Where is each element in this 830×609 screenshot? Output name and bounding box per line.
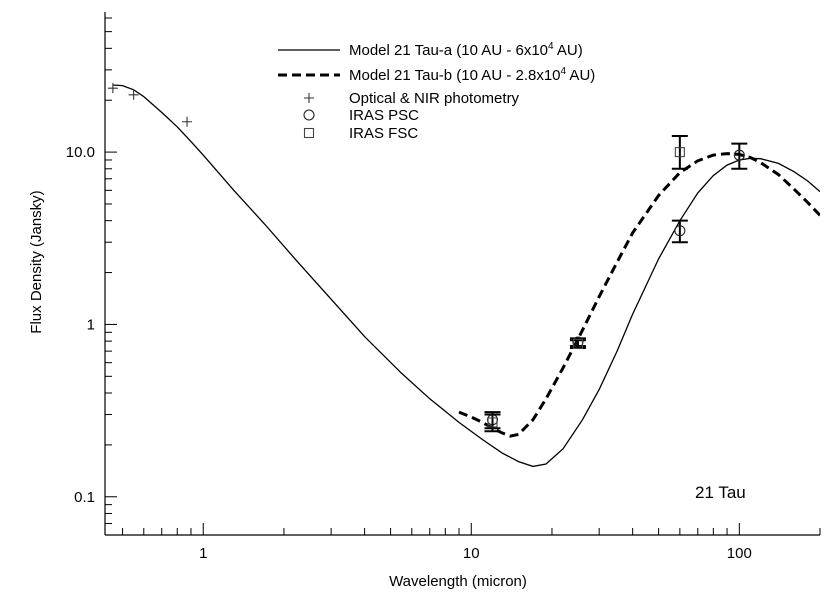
iras-fsc-point <box>674 147 685 158</box>
photometry-point <box>304 93 314 103</box>
legend-label-1: Model 21 Tau-a (10 AU - 6x104 AU) <box>349 41 583 59</box>
legend-label-4: IRAS PSC <box>349 107 419 124</box>
series-line-2 <box>458 152 820 438</box>
x-tick-label: 10 <box>463 545 480 562</box>
iras-fsc-point <box>487 417 498 428</box>
series-line-1 <box>112 84 820 468</box>
y-tick-label: 1 <box>87 316 95 333</box>
legend: Model 21 Tau-a (10 AU - 6x104 AU) Model 2… <box>278 41 595 142</box>
y-axis-label: Flux Density (Jansky) <box>28 190 45 333</box>
iras-psc-point <box>674 225 686 237</box>
x-tick-label: 100 <box>727 545 752 562</box>
error-bar <box>731 142 748 170</box>
x-axis-label: Wavelength (micron) <box>389 573 527 590</box>
star-annotation: 21 Tau <box>695 483 746 502</box>
photometry-point <box>128 89 139 100</box>
y-tick-label: 10.0 <box>66 144 95 161</box>
iras-fsc-point <box>303 127 315 139</box>
legend-label-3: Optical & NIR photometry <box>349 90 520 107</box>
iras-fsc-point <box>572 338 583 350</box>
x-tick-label: 1 <box>199 545 207 562</box>
iras-psc-point <box>733 149 745 161</box>
model-curves <box>112 84 820 468</box>
photometry-point <box>182 116 193 127</box>
y-tick-label: 0.1 <box>74 489 95 506</box>
legend-label-5: IRAS FSC <box>349 125 418 142</box>
error-bar <box>671 134 688 170</box>
plot-frame <box>104 12 820 536</box>
axis-ticks: 1 10 100 0.1 1 10.0 <box>66 17 821 562</box>
error-bar <box>484 413 501 433</box>
error-bar <box>671 219 688 244</box>
iras-psc-point <box>303 109 315 121</box>
data-markers <box>107 83 748 433</box>
legend-label-2: Model 21 Tau-b (10 AU - 2.8x104 AU) <box>349 66 595 84</box>
photometry-point <box>107 83 118 94</box>
